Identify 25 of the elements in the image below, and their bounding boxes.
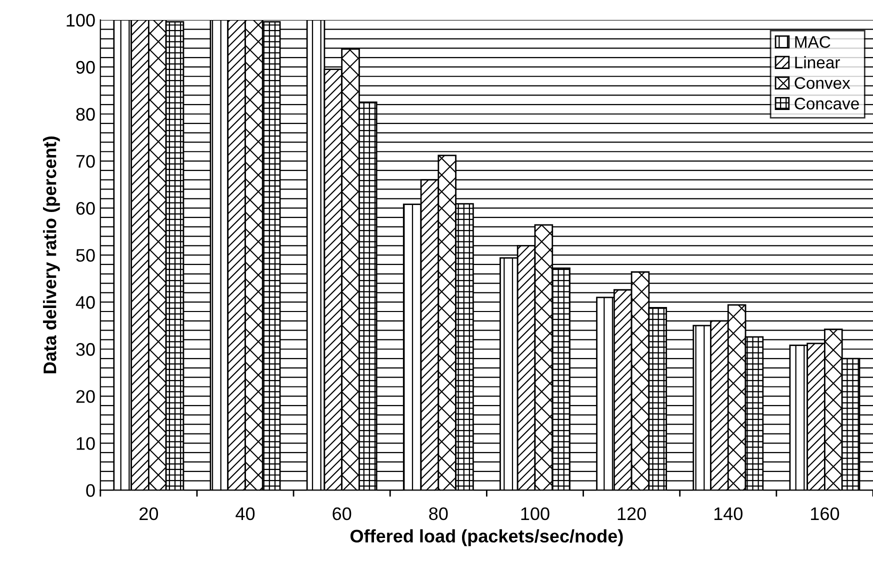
y-tick-label: 50 <box>76 249 95 262</box>
y-tick-label: 20 <box>76 390 95 403</box>
y-tick-label: 100 <box>66 14 95 27</box>
y-tick-label: 60 <box>76 202 95 215</box>
legend-label: Convex <box>794 77 850 89</box>
y-tick-label: 80 <box>76 108 95 121</box>
y-tick-label: 40 <box>76 296 95 309</box>
y-tick-label: 10 <box>76 437 95 450</box>
x-tick-label: 60 <box>332 507 352 520</box>
legend-label: MAC <box>795 36 830 48</box>
x-tick-label: 80 <box>429 507 448 520</box>
y-tick-label: 90 <box>76 60 95 74</box>
legend-label: Concave <box>794 98 859 110</box>
x-tick-label: 40 <box>236 507 255 520</box>
x-tick-label: 120 <box>618 507 646 520</box>
x-tick-label: 20 <box>140 507 158 520</box>
x-axis-title: Offered load (packets/sec/node) <box>350 529 623 546</box>
legend-label: Linear <box>795 56 840 68</box>
y-tick-label: 70 <box>76 154 95 168</box>
y-tick-label: 0 <box>86 484 95 497</box>
x-tick-label: 160 <box>811 507 840 520</box>
x-tick-label: 100 <box>521 507 550 520</box>
y-tick-label: 30 <box>76 343 95 356</box>
y-axis-title: Data delivery ratio (percent) <box>43 136 60 374</box>
x-tick-label: 140 <box>714 507 742 520</box>
